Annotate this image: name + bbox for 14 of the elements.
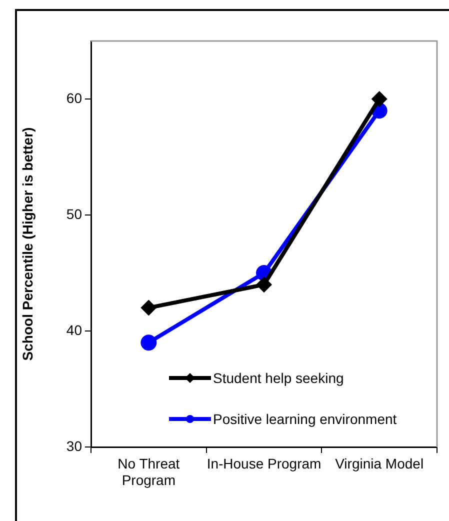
point [140,300,157,316]
point [140,334,157,351]
x-tick-label: In-House Program [206,455,322,472]
legend-label: Positive learning environment [213,410,397,427]
y-tick-label: 40 [66,322,82,338]
y-tick-label: 30 [66,438,82,454]
point [256,276,272,293]
legend-label: Student help seeking [213,370,344,386]
point [371,91,388,107]
y-tick-label: 50 [66,206,82,222]
y-axis-title: School Percentile (Higher is better) [19,127,36,361]
x-tick-label: Virginia Model [335,455,424,472]
x-tick-label: No Threat Program [118,455,180,488]
y-tick-label: 60 [66,90,82,106]
